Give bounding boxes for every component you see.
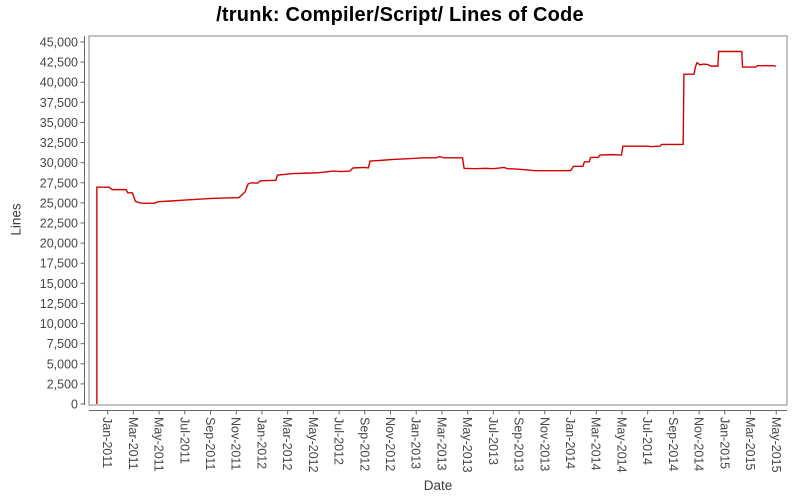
y-tick-label: 17,500 [40, 257, 78, 271]
plot-area [88, 35, 788, 406]
x-tick-label: Nov-2013 [537, 417, 551, 471]
x-tick-label: Sep-2013 [512, 417, 526, 471]
chart-title: /trunk: Compiler/Script/ Lines of Code [216, 4, 584, 26]
y-tick-label: 45,000 [40, 36, 78, 50]
x-tick-label: Nov-2011 [229, 417, 243, 470]
loc-series-line [96, 50, 777, 404]
x-tick-label: Jan-2015 [717, 417, 731, 469]
x-tick-label: May-2013 [460, 417, 474, 473]
x-tick-label: Mar-2015 [743, 417, 757, 471]
x-tick-label: Jul-2013 [486, 417, 500, 465]
x-tick-label: Sep-2014 [666, 417, 680, 471]
x-tick-label: Jan-2012 [254, 417, 268, 469]
x-axis-label: Date [423, 478, 453, 493]
y-tick-label: 27,500 [40, 176, 78, 190]
x-tick-label: May-2012 [306, 417, 320, 473]
y-tick-label: 15,000 [40, 277, 78, 291]
y-tick-label: 7,500 [47, 337, 78, 351]
y-tick-label: 12,500 [40, 297, 78, 311]
x-tick-label: May-2011 [152, 417, 166, 472]
x-tick-label: Mar-2011 [126, 417, 140, 470]
y-tick-label: 30,000 [40, 156, 78, 170]
x-tick-label: Jul-2012 [332, 417, 346, 465]
y-tick-label: 42,500 [40, 56, 78, 70]
x-tick-label: Nov-2014 [692, 417, 706, 471]
x-tick-label: Nov-2012 [383, 417, 397, 471]
y-tick-label: 2,500 [47, 377, 78, 391]
y-tick-label: 10,000 [40, 317, 78, 331]
x-tick-label: Jul-2011 [177, 417, 191, 464]
y-tick-label: 5,000 [47, 357, 78, 371]
x-tick-label: May-2015 [769, 417, 783, 473]
x-tick-label: Jan-2014 [563, 417, 577, 469]
x-tick-label: May-2014 [614, 417, 628, 473]
y-tick-label: 35,000 [40, 116, 78, 130]
y-axis-label: Lines [8, 203, 24, 236]
y-tick-label: 40,000 [40, 76, 78, 90]
x-tick-label: Sep-2012 [357, 417, 371, 471]
y-tick-label: 22,500 [40, 217, 78, 231]
x-tick-label: Jan-2013 [409, 417, 423, 469]
y-tick-label: 25,000 [40, 196, 78, 210]
x-tick-label: Jan-2011 [100, 417, 114, 468]
y-tick-label: 32,500 [40, 136, 78, 150]
x-tick-label: Mar-2013 [434, 417, 448, 471]
y-tick-label: 0 [71, 398, 78, 412]
x-tick-label: Mar-2014 [589, 417, 603, 471]
x-tick-label: Jul-2014 [640, 417, 654, 465]
y-tick-label: 37,500 [40, 96, 78, 110]
x-tick-label: Mar-2012 [280, 417, 294, 471]
x-tick-label: Sep-2011 [203, 417, 217, 470]
y-tick-label: 20,000 [40, 237, 78, 251]
